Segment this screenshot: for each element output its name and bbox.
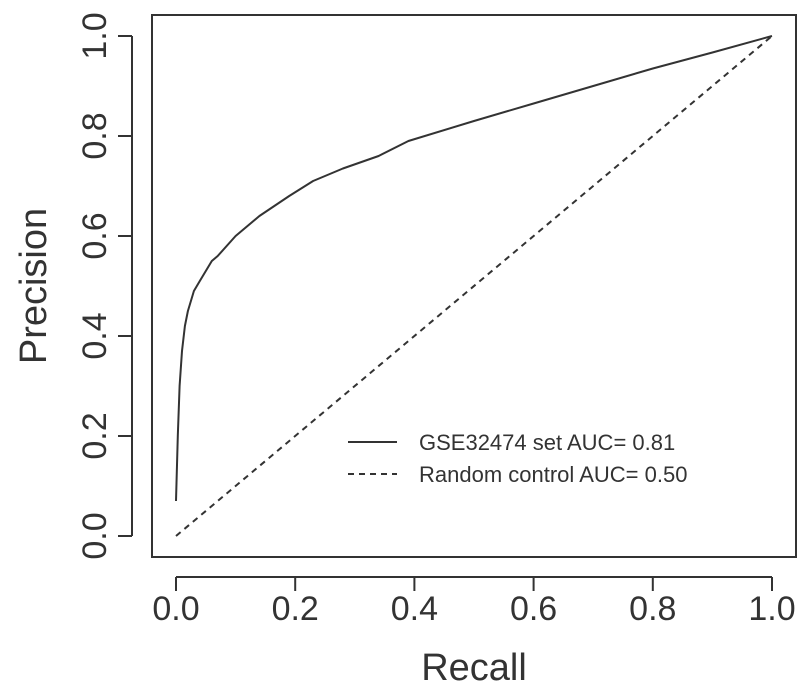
x-tick-label: 1.0 — [748, 590, 795, 628]
y-tick-label: 0.0 — [76, 512, 114, 559]
x-tick-label: 0.6 — [510, 590, 557, 628]
x-tick-label: 0.4 — [391, 590, 438, 628]
x-axis-title: Recall — [421, 647, 527, 689]
x-tick-label: 0.0 — [152, 590, 199, 628]
random-control-line — [175, 35, 773, 537]
y-tick-label: 0.4 — [76, 312, 114, 359]
axes-group: 0.0 0.2 0.4 0.6 0.8 1.0 0.0 0.2 0.4 0.6 0.8 1.0 — [76, 12, 797, 628]
y-axis-title: Precision — [13, 208, 55, 364]
y-tick-label: 0.2 — [76, 412, 114, 459]
x-tick-label: 0.8 — [629, 590, 676, 628]
legend-label: Random control AUC= 0.50 — [419, 462, 687, 487]
legend: GSE32474 set AUC= 0.81 Random control AUC… — [348, 430, 687, 487]
series-layer — [175, 35, 773, 537]
y-tick-label: 1.0 — [76, 12, 114, 59]
x-tick-label: 0.2 — [272, 590, 319, 628]
precision-recall-curve — [175, 35, 773, 502]
plot-frame — [151, 14, 797, 558]
y-tick-label: 0.8 — [76, 112, 114, 159]
y-tick-label: 0.6 — [76, 212, 114, 259]
legend-label: GSE32474 set AUC= 0.81 — [419, 430, 675, 455]
